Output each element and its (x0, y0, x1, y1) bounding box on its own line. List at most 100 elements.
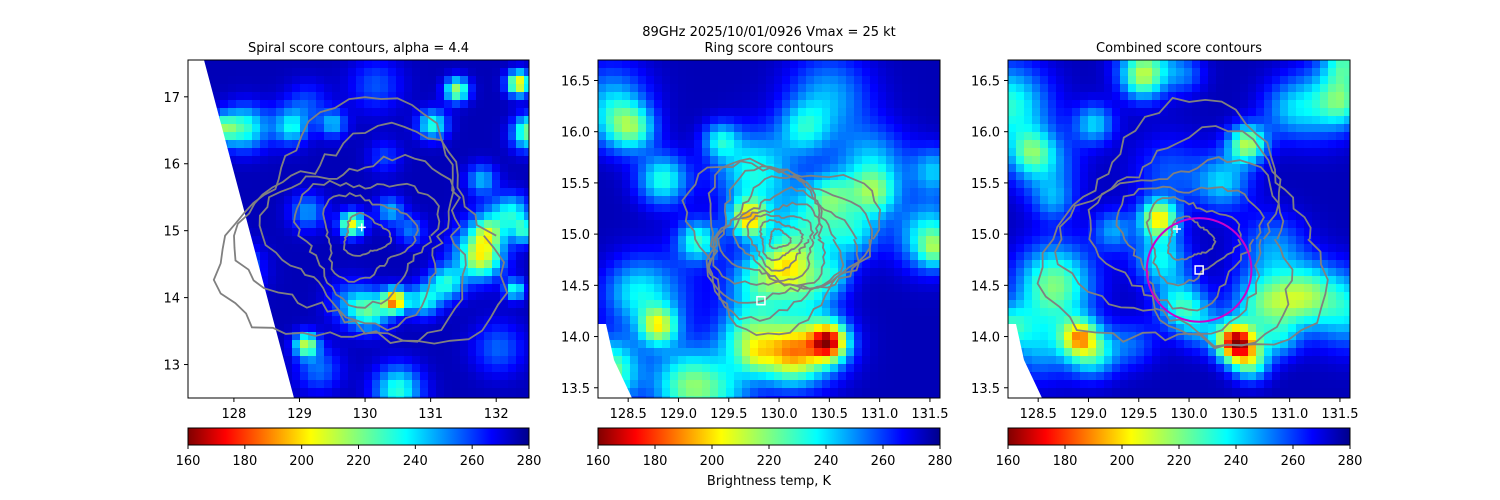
heatmap-cell (388, 116, 397, 125)
heatmap-cell (734, 156, 743, 165)
heatmap-cell (878, 308, 887, 317)
heatmap-cell (484, 332, 493, 341)
heatmap-cell (324, 132, 333, 141)
heatmap-cell (918, 180, 927, 189)
heatmap-cell (838, 316, 847, 325)
heatmap-cell (846, 188, 855, 197)
heatmap-cell (268, 260, 277, 269)
heatmap-cell (1104, 68, 1113, 77)
heatmap-cell (292, 396, 301, 398)
heatmap-cell (846, 396, 855, 398)
heatmap-cell (1032, 68, 1041, 77)
heatmap-cell (1312, 60, 1321, 69)
heatmap-cell (1200, 124, 1209, 133)
heatmap-cell (1336, 220, 1345, 229)
heatmap-cell (316, 220, 325, 229)
heatmap-cell (1024, 228, 1033, 237)
heatmap-cell (894, 284, 903, 293)
heatmap-cell (814, 348, 823, 357)
heatmap-cell (886, 396, 895, 398)
heatmap-cell (878, 268, 887, 277)
heatmap-cell (508, 316, 517, 325)
heatmap-cell (316, 92, 325, 101)
heatmap-cell (1064, 244, 1073, 253)
heatmap-cell (1264, 180, 1273, 189)
heatmap-cell (670, 364, 679, 373)
heatmap-cell (1024, 260, 1033, 269)
heatmap-cell (444, 164, 453, 173)
heatmap-cell (404, 92, 413, 101)
heatmap-cell (694, 324, 703, 333)
heatmap-cell (838, 252, 847, 261)
heatmap-cell (782, 348, 791, 357)
heatmap-cell (598, 180, 607, 189)
heatmap-cell (870, 364, 879, 373)
heatmap-cell (524, 252, 529, 261)
heatmap-cell (460, 172, 469, 181)
heatmap-cell (444, 324, 453, 333)
heatmap-cell (260, 92, 269, 101)
heatmap-cell (854, 124, 863, 133)
heatmap-cell (300, 292, 309, 301)
heatmap-cell (766, 340, 775, 349)
heatmap-cell (1216, 164, 1225, 173)
heatmap-cell (1008, 60, 1017, 69)
heatmap-cell (1136, 108, 1145, 117)
heatmap-cell (886, 60, 895, 69)
heatmap-cell (878, 108, 887, 117)
heatmap-cell (822, 108, 831, 117)
heatmap-cell (340, 372, 349, 381)
heatmap-cell (452, 204, 461, 213)
heatmap-cell (878, 164, 887, 173)
heatmap-cell (332, 292, 341, 301)
heatmap-cell (822, 332, 831, 341)
heatmap-cell (284, 276, 293, 285)
heatmap-cell (878, 348, 887, 357)
heatmap-cell (822, 380, 831, 389)
heatmap-cell (822, 228, 831, 237)
heatmap-cell (316, 148, 325, 157)
heatmap-cell (1336, 108, 1345, 117)
heatmap-cell (500, 116, 509, 125)
heatmap-cell (348, 268, 357, 277)
heatmap-cell (718, 268, 727, 277)
heatmap-cell (910, 140, 919, 149)
heatmap-cell (1304, 164, 1313, 173)
heatmap-cell (324, 324, 333, 333)
heatmap-cell (500, 220, 509, 229)
heatmap-cell (332, 68, 341, 77)
heatmap-cell (1136, 148, 1145, 157)
heatmap-cell (822, 388, 831, 397)
heatmap-cell (1152, 180, 1161, 189)
heatmap-cell (782, 332, 791, 341)
heatmap-cell (476, 124, 485, 133)
heatmap-cell (862, 236, 871, 245)
heatmap-cell (606, 140, 615, 149)
heatmap-cell (428, 188, 437, 197)
heatmap-cell (686, 236, 695, 245)
heatmap-cell (926, 276, 935, 285)
heatmap-cell (926, 332, 935, 341)
heatmap-cell (886, 116, 895, 125)
heatmap-cell (934, 108, 940, 117)
heatmap-cell (646, 124, 655, 133)
heatmap-cell (774, 100, 783, 109)
heatmap-cell (606, 100, 615, 109)
heatmap-cell (726, 292, 735, 301)
heatmap-cell (340, 84, 349, 93)
heatmap-cell (1248, 68, 1257, 77)
heatmap-cell (308, 308, 317, 317)
heatmap-cell (1320, 228, 1329, 237)
heatmap-cell (1240, 244, 1249, 253)
heatmap-cell (1024, 188, 1033, 197)
heatmap-cell (268, 68, 277, 77)
heatmap-cell (806, 276, 815, 285)
heatmap-cell (918, 196, 927, 205)
heatmap-cell (846, 204, 855, 213)
heatmap-cell (524, 300, 529, 309)
heatmap-cell (918, 116, 927, 125)
heatmap-cell (476, 276, 485, 285)
heatmap-cell (702, 300, 711, 309)
heatmap-cell (308, 244, 317, 253)
heatmap-cell (1104, 276, 1113, 285)
